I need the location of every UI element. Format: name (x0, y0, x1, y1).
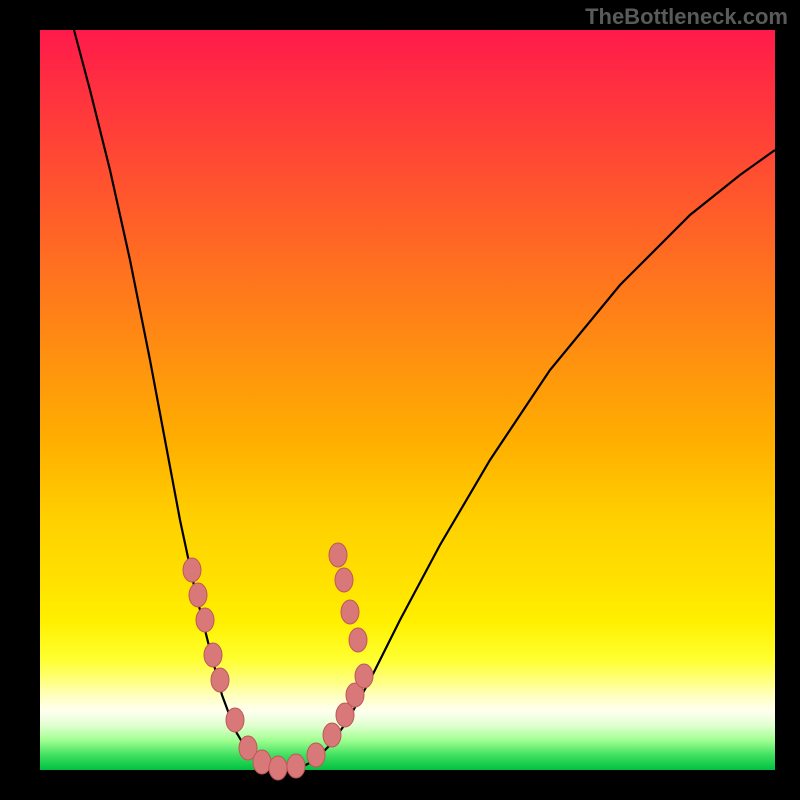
watermark-text: TheBottleneck.com (585, 4, 788, 30)
plot-gradient-area (40, 30, 775, 770)
